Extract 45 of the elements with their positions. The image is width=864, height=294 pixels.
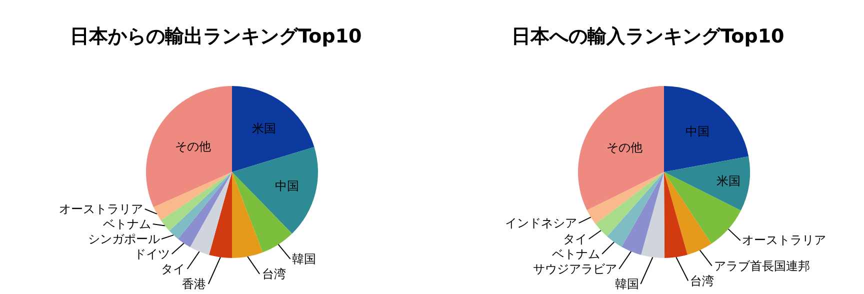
slice-label: 台湾 [262, 267, 286, 281]
slice-label: ドイツ [134, 247, 170, 261]
slice-label: ベトナム [103, 217, 151, 231]
slice-label: その他 [606, 140, 643, 154]
pie-slice [578, 86, 664, 210]
slice-label: 台湾 [690, 274, 714, 288]
pie-slice [169, 172, 232, 239]
slice-label: 中国 [686, 124, 710, 139]
slice-label: 米国 [716, 174, 741, 188]
slice-label: オーストラリア [59, 202, 143, 216]
pie-slice [232, 172, 263, 258]
slice-label: 香港 [182, 277, 206, 291]
slice-label: アラブ首長国連邦 [714, 259, 810, 273]
pie-slice [160, 172, 232, 231]
slice-label: インドネシア [505, 216, 577, 230]
slice-label: タイ [161, 262, 185, 276]
chart-title: 日本からの輸出ランキングTop10 [70, 26, 362, 48]
slice-label: 韓国 [292, 252, 316, 266]
pie-slice [209, 172, 232, 258]
pie-slice [586, 172, 664, 224]
pie-slice [178, 172, 232, 248]
slice-label: 中国 [274, 179, 299, 194]
pie-slice [664, 172, 741, 244]
pie-slice [664, 86, 749, 172]
pie-slice [607, 172, 664, 247]
pie-slice [664, 156, 750, 211]
slice-label: シンガポール [88, 232, 160, 246]
pie-slice [146, 86, 232, 208]
slice-label: 米国 [252, 122, 276, 136]
slice-label: サウジアラビア [533, 262, 617, 276]
slice-label: タイ [563, 232, 587, 246]
slice-label: ベトナム [552, 247, 600, 261]
slice-label: オーストラリア [742, 233, 826, 247]
pie-slice [622, 172, 664, 255]
chart-title: 日本への輸入ランキングTop10 [512, 26, 784, 48]
pie-slice [595, 172, 664, 237]
pie-slice [664, 172, 688, 258]
slice-label: 韓国 [615, 277, 639, 291]
pie-slice [154, 172, 232, 220]
pie-slice [232, 86, 314, 172]
slice-label: その他 [174, 140, 211, 154]
pie-slice [232, 146, 318, 234]
pie-slice [190, 172, 232, 255]
pie-slice [641, 172, 665, 258]
pie-slice [664, 172, 712, 255]
